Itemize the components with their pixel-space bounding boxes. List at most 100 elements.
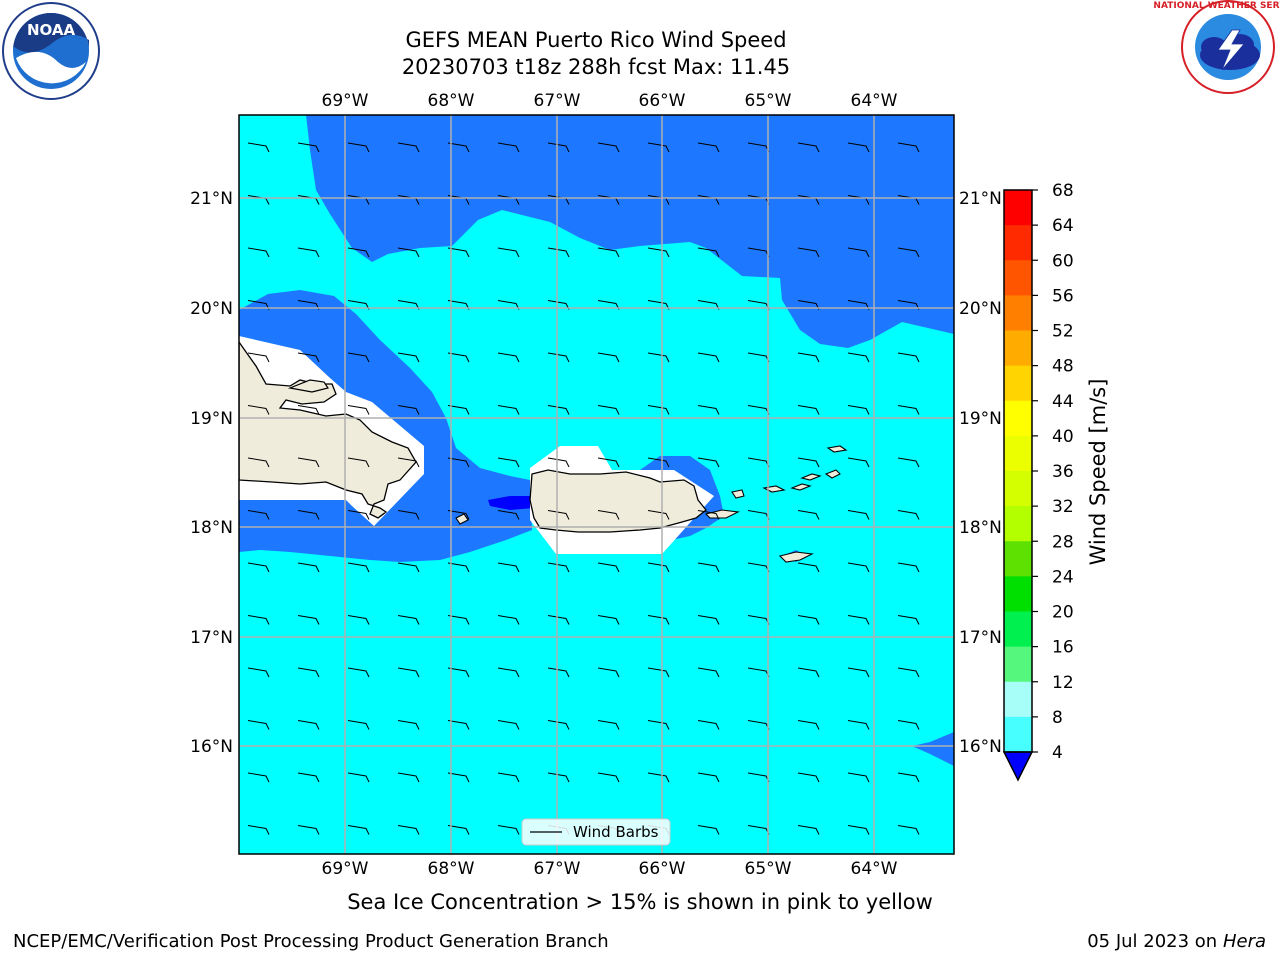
noaa-logo: NOAA — [2, 2, 100, 100]
colorbar-tick-label: 60 — [1052, 251, 1074, 271]
wind-barb — [397, 825, 420, 835]
wind-barb — [497, 247, 520, 258]
wind-barb — [347, 562, 370, 573]
wind-barb — [597, 667, 620, 678]
wind-barb — [347, 720, 370, 730]
colorbar-tick-label: 20 — [1052, 603, 1074, 623]
wind-barb — [897, 667, 920, 678]
wind-barb — [397, 247, 420, 258]
island-mona — [455, 513, 469, 525]
wind-barb — [447, 825, 470, 835]
wind-barb — [397, 510, 420, 520]
wind-barb — [447, 510, 470, 520]
wind-barb — [697, 142, 720, 153]
island-virgin-gorda — [824, 469, 841, 479]
wind-barb — [347, 247, 370, 258]
wind-barb — [247, 142, 270, 153]
colorbar-segment — [1004, 295, 1032, 331]
wind-barb — [447, 457, 470, 468]
lon-label-bottom: 64°W — [851, 859, 898, 879]
wind-barb — [897, 457, 920, 468]
wind-barb — [597, 562, 620, 573]
wind-barb — [847, 615, 870, 625]
wind-barb — [347, 825, 370, 835]
wind-barb — [797, 457, 820, 468]
wind-barb — [647, 405, 670, 415]
wind-barb — [247, 825, 270, 835]
island-st-thomas — [762, 485, 786, 493]
colorbar-tick-label: 4 — [1052, 743, 1063, 763]
lat-label-left: 18°N — [190, 518, 233, 538]
colorbar-segment — [1004, 716, 1032, 753]
wind-barb — [397, 720, 420, 730]
colorbar-tick-label: 56 — [1052, 286, 1074, 306]
colorbar-tick-label: 16 — [1052, 638, 1074, 658]
wind-barb — [297, 142, 320, 153]
wind-barb — [297, 457, 320, 468]
wind-barb — [347, 667, 370, 678]
wind-fill-4-8-se — [912, 732, 954, 766]
wind-barb — [697, 667, 720, 678]
wind-barb — [347, 405, 370, 415]
wind-barb — [547, 142, 570, 153]
wind-barb — [397, 352, 420, 363]
wind-barb — [447, 247, 470, 258]
nws-logo-text: NATIONAL WEATHER SERVICE — [1153, 1, 1280, 11]
wind-barb — [497, 562, 520, 573]
wind-barb — [597, 247, 620, 258]
island-anegada — [826, 445, 848, 453]
colorbar-tick-label: 44 — [1052, 392, 1074, 412]
wind-barb — [797, 720, 820, 730]
wind-barb — [847, 247, 870, 258]
wind-barb — [847, 510, 870, 520]
wind-barb — [447, 352, 470, 363]
wind-barb — [897, 247, 920, 258]
footer-host: Hera — [1222, 931, 1266, 952]
island-st-john — [790, 483, 812, 491]
lat-label-left: 16°N — [190, 737, 233, 757]
wind-barb — [847, 457, 870, 468]
wind-barb — [847, 352, 870, 363]
lat-label-right: 17°N — [959, 628, 1002, 648]
footer-organization: NCEP/EMC/Verification Post Processing Pr… — [13, 931, 609, 952]
wind-barb — [347, 772, 370, 783]
lat-label-right: 19°N — [959, 409, 1002, 429]
wind-barb — [347, 142, 370, 153]
wind-barb — [647, 772, 670, 783]
colorbar-extend-triangle — [1002, 751, 1034, 782]
wind-barb — [897, 510, 920, 520]
wind-barb — [547, 720, 570, 730]
wind-barb — [497, 405, 520, 415]
wind-barb — [547, 562, 570, 573]
colorbar-tick-label: 64 — [1052, 216, 1074, 236]
colorbar-segment — [1004, 576, 1032, 612]
wind-barb — [247, 457, 270, 468]
colorbar-tick-label: 24 — [1052, 567, 1074, 587]
wind-barb — [647, 562, 670, 573]
wind-barb — [797, 405, 820, 415]
lon-labels-top: 69°W 68°W 67°W 66°W 65°W 64°W — [322, 91, 898, 111]
wind-barb — [597, 772, 620, 783]
lon-label-bottom: 69°W — [322, 859, 369, 879]
legend-label: Wind Barbs — [573, 823, 659, 841]
wind-barb — [347, 615, 370, 625]
wind-barb — [247, 720, 270, 730]
footer-date-text: 05 Jul 2023 on — [1087, 931, 1223, 952]
lon-label-top: 69°W — [322, 91, 369, 111]
wind-barb — [447, 772, 470, 783]
lat-label-right: 18°N — [959, 518, 1002, 538]
wind-barb — [897, 615, 920, 625]
wind-barb — [297, 825, 320, 835]
lat-labels-left: 21°N 20°N 19°N 18°N 17°N 16°N — [190, 189, 233, 757]
colorbar-segment — [1004, 365, 1032, 402]
colorbar-segment — [1004, 541, 1032, 577]
noaa-logo-text: NOAA — [27, 21, 76, 39]
wind-barb — [297, 615, 320, 625]
wind-fill-4-8-north — [306, 115, 954, 348]
colorbar-tick-label: 48 — [1052, 357, 1074, 377]
lon-label-bottom: 68°W — [428, 859, 475, 879]
lat-label-left: 20°N — [190, 299, 233, 319]
wind-barb — [247, 247, 270, 258]
colorbar-segment — [1004, 330, 1032, 367]
wind-barb — [297, 247, 320, 258]
